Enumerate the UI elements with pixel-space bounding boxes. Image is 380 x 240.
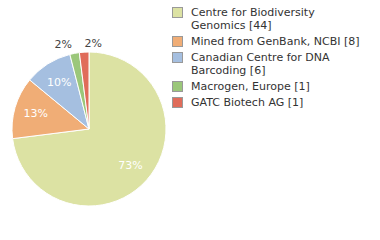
svg-text:10%: 10%	[47, 76, 71, 89]
html-text:GATC Biotech AG [1]: GATC Biotech AG [1]	[191, 96, 304, 109]
svg-text:13%: 13%	[24, 107, 48, 120]
html-text:Centre for Biodiversity Genomi: Centre for Biodiversity Genomics [44]	[191, 6, 315, 32]
svg-text:2%: 2%	[54, 38, 71, 51]
svg-text:73%: 73%	[118, 159, 142, 172]
svg-text:2%: 2%	[85, 37, 102, 50]
html-text:Mined from GenBank, NCBI [8]: Mined from GenBank, NCBI [8]	[191, 35, 360, 48]
html-text:Canadian Centre for DNA Barcod: Canadian Centre for DNA Barcoding [6]	[191, 51, 330, 77]
html-text:Macrogen, Europe [1]: Macrogen, Europe [1]	[191, 80, 310, 93]
